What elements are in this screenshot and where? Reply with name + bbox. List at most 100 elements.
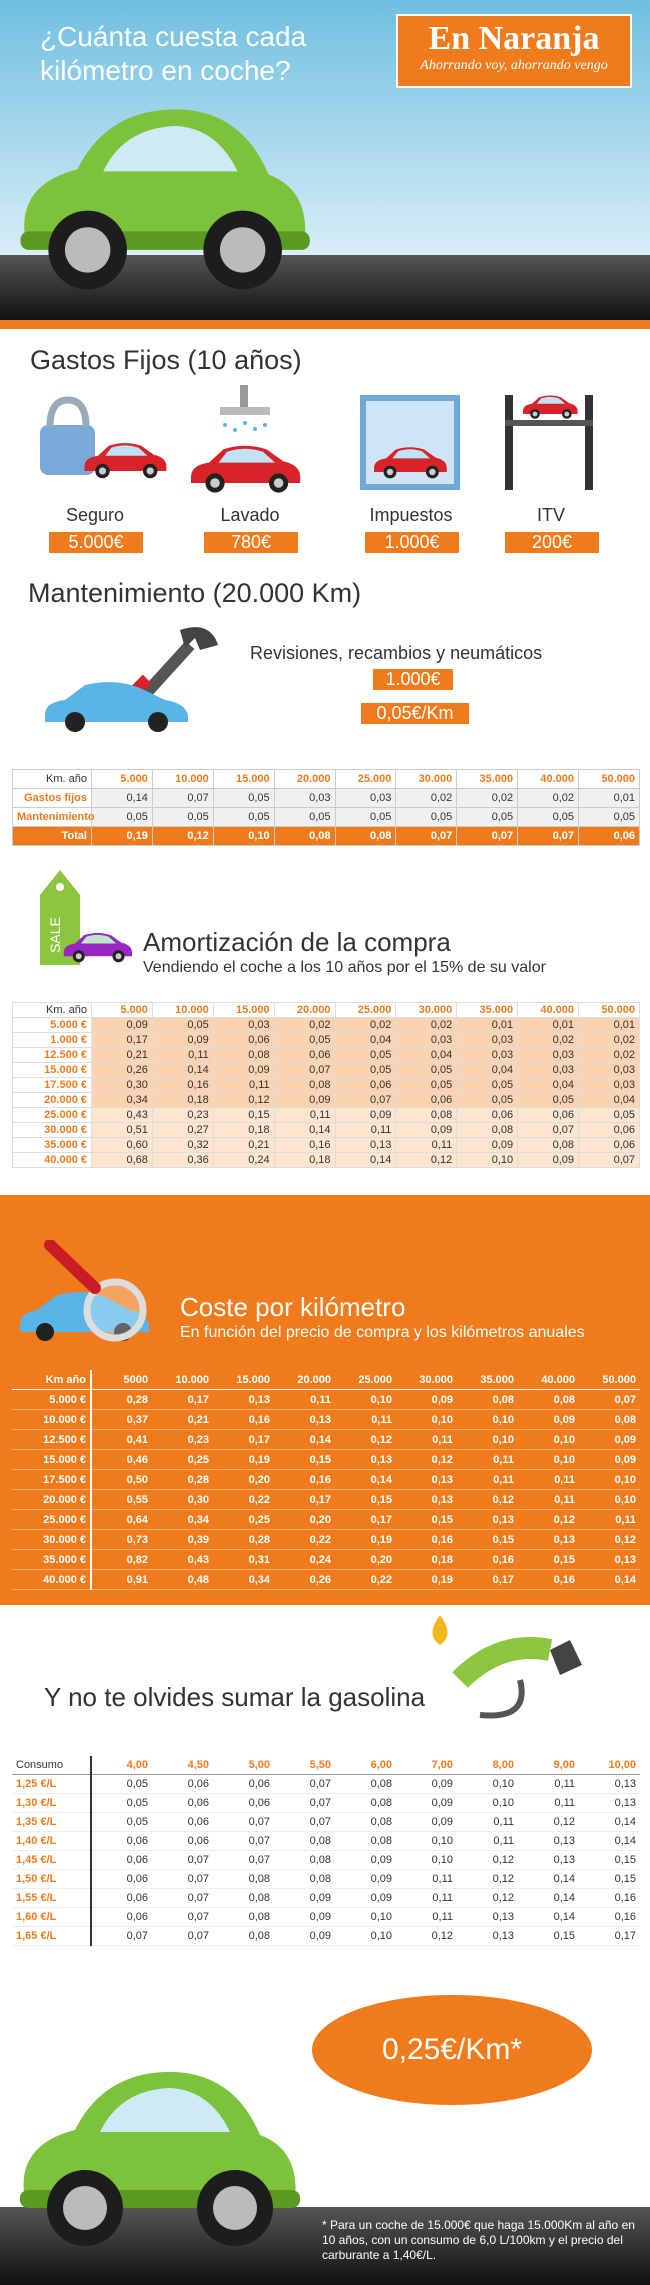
row-label: 25.000 € — [12, 1509, 92, 1530]
table-cell: 0,05 — [91, 807, 153, 827]
table-cell: 0,09 — [395, 1122, 458, 1138]
table-cell: 0,17 — [335, 1509, 396, 1530]
column-header: 10.000 — [151, 1002, 214, 1018]
table-cell: 0,06 — [152, 1793, 213, 1813]
table-cell: 0,51 — [91, 1122, 153, 1138]
table-cell: 0,05 — [151, 1017, 214, 1033]
row-label: 12.500 € — [12, 1429, 92, 1450]
table-cell: 0,09 — [579, 1449, 640, 1470]
table-cell: 0,08 — [335, 1793, 396, 1813]
table-cell: 0,05 — [91, 1812, 152, 1832]
table-row: Gastos fijos 0,14 0,07 0,05 0,03 0,03 0,02 0,02… — [12, 788, 640, 808]
table-cell: 0,03 — [334, 788, 397, 808]
table-cell: 0,11 — [457, 1812, 518, 1832]
table-cell: 0,08 — [273, 1077, 336, 1093]
table-cell: 0,08 — [213, 1888, 274, 1908]
table-cell: 0,07 — [456, 826, 519, 846]
cost-table: Km año 5000 10.000 15.000 20.000 25.000 30.000… — [12, 1370, 640, 1590]
table-cell: 0,10 — [457, 1429, 518, 1450]
item-price: 780€ — [203, 531, 299, 554]
table-cell: 0,15 — [518, 1926, 579, 1946]
table-cell: 0,09 — [518, 1409, 579, 1430]
table-cell: 0,06 — [517, 1107, 579, 1123]
row-label: 1,60 €/L — [12, 1907, 92, 1927]
corner-cell: Km año — [12, 1370, 92, 1390]
table-cell: 0,05 — [517, 807, 579, 827]
table-cell: 0,16 — [579, 1907, 640, 1927]
table-cell: 0,30 — [91, 1077, 153, 1093]
table-cell: 0,19 — [91, 826, 153, 846]
table-row: 1,35 €/L 0,05 0,06 0,07 0,07 0,08 0,09 0,11 0,12… — [12, 1812, 640, 1832]
table-cell: 0,15 — [396, 1509, 457, 1530]
table-row: 10.000 €0,37 0,21 0,16 0,13 0,11 0,10 0,10 0,09… — [12, 1409, 640, 1430]
table-cell: 0,34 — [213, 1569, 274, 1590]
table-row: 17.500 €0,30 0,16 0,11 0,08 0,06 0,05 0,05 0,04… — [12, 1077, 640, 1093]
column-header: 4,00 — [91, 1756, 152, 1775]
row-label: 5.000 € — [12, 1017, 92, 1033]
table-cell: 0,10 — [456, 1152, 519, 1168]
column-header: 7,00 — [396, 1756, 457, 1775]
table-cell: 0,08 — [457, 1389, 518, 1410]
table-cell: 0,12 — [457, 1850, 518, 1870]
table-cell: 0,12 — [457, 1888, 518, 1908]
table-cell: 0,05 — [273, 1032, 336, 1048]
table-cell: 0,05 — [273, 807, 336, 827]
table-cell: 0,46 — [91, 1449, 152, 1470]
table-cell: 0,05 — [456, 807, 519, 827]
table-cell: 0,28 — [91, 1389, 152, 1410]
column-header: 10.000 — [152, 1370, 213, 1390]
table-cell: 0,12 — [335, 1429, 396, 1450]
table-cell: 0,31 — [213, 1549, 274, 1570]
table-cell: 0,10 — [335, 1907, 396, 1927]
row-label: 10.000 € — [12, 1409, 92, 1430]
table-cell: 0,09 — [273, 1092, 336, 1108]
column-header: 5.000 — [91, 769, 153, 789]
row-label: 17.500 € — [12, 1077, 92, 1093]
table-cell: 0,15 — [579, 1850, 640, 1870]
table-cell: 0,10 — [335, 1389, 396, 1410]
table-cell: 0,06 — [578, 1137, 640, 1153]
column-header: 4,50 — [152, 1756, 213, 1775]
column-header: 35.000 — [456, 1002, 519, 1018]
table-cell: 0,34 — [152, 1509, 213, 1530]
table-cell: 0,08 — [335, 1774, 396, 1794]
table-cell: 0,13 — [457, 1509, 518, 1530]
table-cell: 0,11 — [518, 1469, 579, 1490]
column-header: 5,50 — [274, 1756, 335, 1775]
table-cell: 0,55 — [91, 1489, 152, 1510]
logo-tagline: Ahorrando voy, ahorrando vengo — [420, 58, 608, 73]
table-cell: 0,03 — [578, 1077, 640, 1093]
row-label: Mantenimiento — [12, 807, 95, 827]
table-cell: 0,16 — [457, 1549, 518, 1570]
table-cell: 0,23 — [152, 1429, 213, 1450]
table-cell: 0,18 — [151, 1092, 214, 1108]
table-row: 20.000 €0,55 0,30 0,22 0,17 0,15 0,13 0,12 0,11… — [12, 1489, 640, 1510]
table-row: 20.000 €0,34 0,18 0,12 0,09 0,07 0,06 0,05 0,05… — [12, 1092, 640, 1108]
table-cell: 0,06 — [91, 1907, 152, 1927]
table-cell: 0,10 — [579, 1469, 640, 1490]
table-cell: 0,07 — [395, 826, 458, 846]
section-subtitle: Vendiendo el coche a los 10 años por el … — [143, 959, 546, 976]
table-cell: 0,01 — [517, 1017, 579, 1033]
table-cell: 0,08 — [517, 1137, 579, 1153]
table-cell: 0,09 — [396, 1793, 457, 1813]
table-row: 1,30 €/L 0,05 0,06 0,06 0,07 0,08 0,09 0,10 0,11… — [12, 1793, 640, 1813]
table-cell: 0,17 — [457, 1569, 518, 1590]
section-title: Y no te olvides sumar la gasolina — [44, 1682, 426, 1712]
table-cell: 0,03 — [212, 1017, 275, 1033]
row-label: 1,50 €/L — [12, 1869, 92, 1889]
table-cell: 0,04 — [395, 1047, 458, 1063]
column-header: 5,00 — [213, 1756, 274, 1775]
tag-text: SALE — [47, 917, 63, 953]
table-cell: 0,09 — [396, 1774, 457, 1794]
table-cell: 0,64 — [91, 1509, 152, 1530]
table-cell: 0,11 — [273, 1107, 336, 1123]
table-cell: 0,05 — [334, 1062, 397, 1078]
table-cell: 0,09 — [212, 1062, 275, 1078]
table-row: 30.000 €0,51 0,27 0,18 0,14 0,11 0,09 0,08 0,07… — [12, 1122, 640, 1138]
table-row: 15.000 €0,26 0,14 0,09 0,07 0,05 0,05 0,04 0,03… — [12, 1062, 640, 1078]
row-label: 30.000 € — [12, 1529, 92, 1550]
table-cell: 0,04 — [517, 1077, 579, 1093]
table-cell: 0,18 — [273, 1152, 336, 1168]
table-cell: 0,12 — [579, 1529, 640, 1550]
